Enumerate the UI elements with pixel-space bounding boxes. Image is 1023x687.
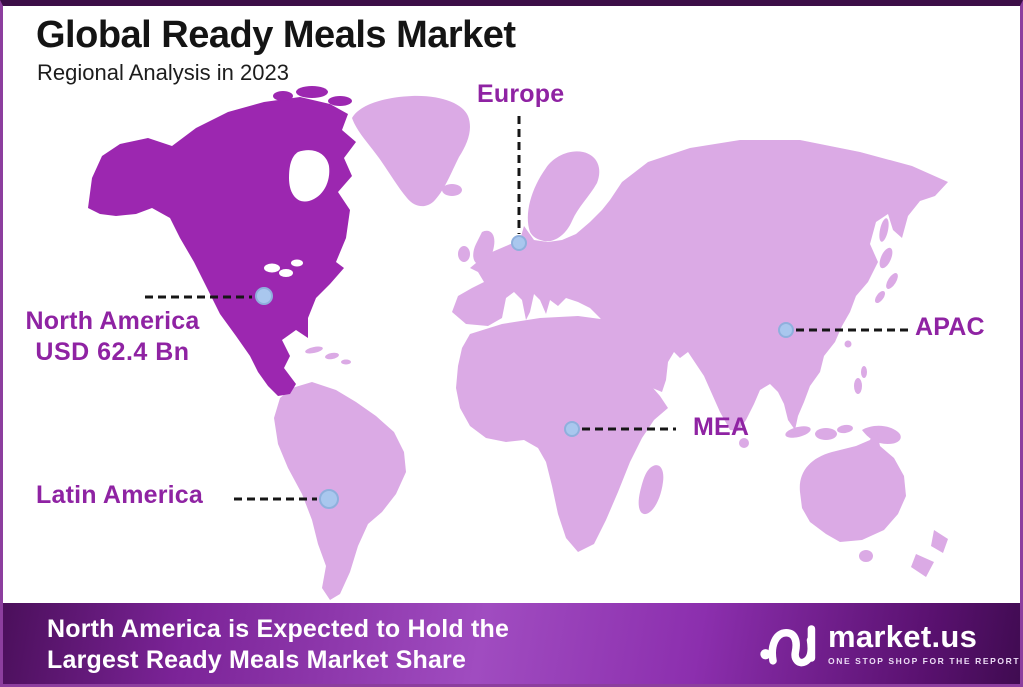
marker-apac: [778, 322, 794, 338]
madagascar-shape: [638, 465, 664, 515]
new-zealand-shape: [911, 554, 934, 577]
region-north-america-shape: [88, 97, 356, 396]
great-lake-water: [264, 263, 280, 273]
base-continents: [274, 95, 948, 600]
region-greenland-shape: [352, 95, 470, 207]
taiwan-shape: [844, 340, 852, 348]
caribbean-island: [341, 359, 351, 365]
label-mea: MEA: [693, 413, 750, 441]
sulawesi-shape: [837, 424, 853, 434]
footer-headline-line2: Largest Ready Meals Market Share: [47, 646, 467, 674]
arctic-island-shape: [328, 96, 352, 106]
page-subtitle: Regional Analysis in 2023: [37, 60, 289, 85]
japan-island: [875, 290, 885, 304]
iceland-shape: [442, 184, 462, 196]
borneo-shape: [815, 428, 837, 440]
sumatra-shape: [785, 426, 811, 438]
label-europe: Europe: [477, 80, 565, 108]
marker-latin-america: [319, 489, 339, 509]
footer-headline-line1: North America is Expected to Hold the: [47, 615, 510, 643]
logo-tagline: ONE STOP SHOP FOR THE REPORTS: [828, 655, 1023, 666]
label-latin-america: Latin America: [36, 481, 204, 509]
marker-europe: [511, 235, 527, 251]
great-lake-water: [291, 259, 303, 267]
new-zealand-shape: [931, 530, 948, 553]
marker-north-america: [255, 287, 273, 305]
logo-text-block: market.us ONE STOP SHOP FOR THE REPORTS: [828, 618, 1023, 666]
region-south-america-shape: [274, 382, 406, 600]
great-lake-water: [279, 269, 293, 277]
map-markers: [255, 235, 794, 509]
logo-name: market.us: [828, 618, 978, 654]
new-guinea-shape: [862, 425, 901, 444]
connector-lines: [145, 116, 912, 501]
label-apac: APAC: [915, 313, 985, 341]
label-north-america-name: North America: [25, 307, 200, 335]
ireland-shape: [458, 246, 470, 262]
japan-island: [886, 273, 898, 289]
arctic-island-shape: [273, 91, 293, 101]
hudson-bay-water: [289, 150, 330, 202]
page-title: Global Ready Meals Market: [36, 14, 516, 56]
marketus-logo[interactable]: market.us ONE STOP SHOP FOR THE REPORTS: [758, 610, 1023, 676]
sakhalin-shape: [879, 218, 889, 242]
highlight-continent: [88, 86, 356, 396]
scandinavia-shape: [527, 151, 600, 242]
marketus-logo-icon: [760, 625, 816, 667]
tasmania-shape: [859, 550, 873, 562]
sri-lanka-shape: [739, 438, 749, 448]
region-eurasia-shape: [452, 140, 948, 431]
caribbean-island: [305, 346, 323, 354]
label-north-america: North America USD 62.4 Bn: [10, 306, 215, 368]
region-africa-shape: [456, 316, 668, 552]
arctic-island-shape: [296, 86, 328, 98]
philippines-shape: [854, 378, 862, 394]
region-australia-shape: [799, 428, 906, 542]
footer-banner: North America is Expected to Hold the La…: [0, 603, 1023, 684]
footer-headline: North America is Expected to Hold the La…: [47, 614, 509, 676]
marker-mea: [564, 421, 580, 437]
philippines-shape: [861, 366, 867, 378]
label-north-america-value: USD 62.4 Bn: [35, 338, 190, 366]
caribbean-island: [325, 352, 339, 360]
japan-island: [879, 247, 893, 269]
